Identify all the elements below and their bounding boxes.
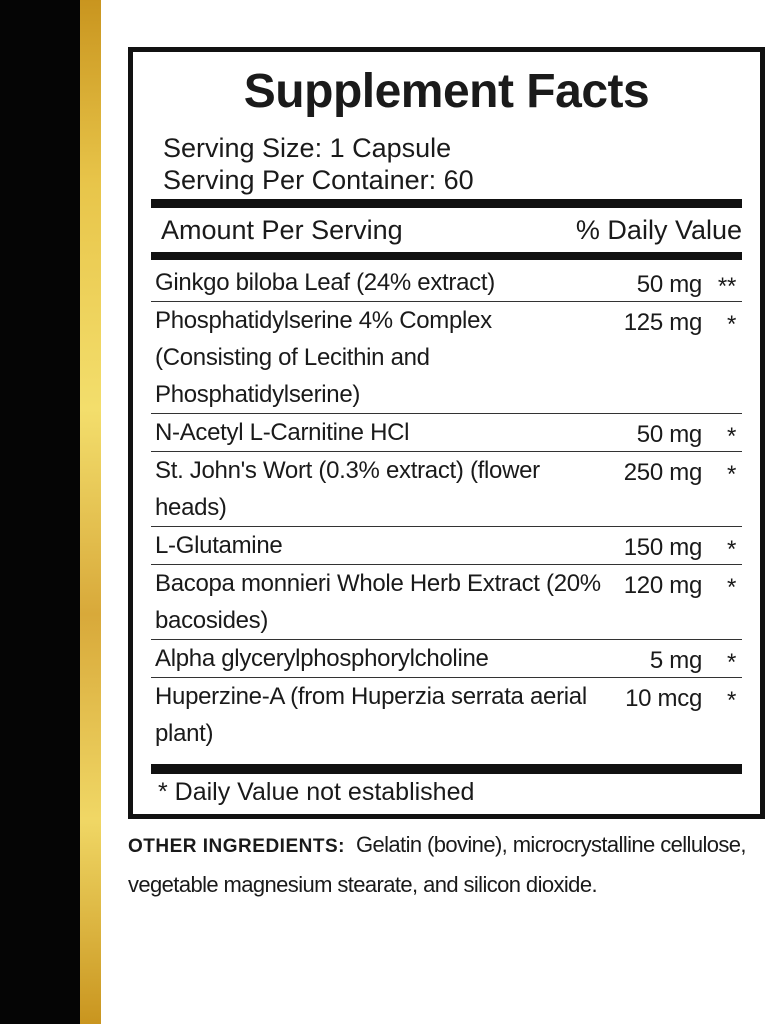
ingredient-name: Alpha glycerylphosphorylcholine (155, 645, 489, 672)
daily-value: * (726, 536, 736, 563)
ingredient-name: Bacopa monnieri Whole Herb Extract (20% … (155, 570, 601, 634)
ingredient-row: Phosphatidylserine 4% Complex (Consistin… (151, 302, 742, 414)
daily-value: * (726, 311, 736, 338)
ingredient-amount: 50 mg (636, 421, 703, 448)
left-black-stripe (0, 0, 80, 1024)
ingredient-row: Ginkgo biloba Leaf (24% extract) 50 mg ** (151, 264, 742, 302)
thick-divider (151, 252, 742, 260)
daily-value: * (726, 574, 736, 601)
ingredient-name: Ginkgo biloba Leaf (24% extract) (155, 269, 495, 296)
ingredient-name: L-Glutamine (155, 532, 283, 559)
ingredient-amount: 250 mg (623, 459, 703, 486)
ingredient-name: Phosphatidylserine 4% Complex (Consistin… (155, 307, 492, 408)
thick-divider (151, 199, 742, 208)
ingredient-amount: 10 mcg (625, 685, 702, 712)
footnote: * Daily Value not established (158, 778, 475, 806)
ingredient-name: St. John's Wort (0.3% extract) (flower h… (155, 457, 540, 521)
daily-value: * (726, 423, 736, 450)
left-gold-stripe (80, 0, 101, 1024)
ingredient-amount: 5 mg (649, 647, 702, 674)
ingredient-row: St. John's Wort (0.3% extract) (flower h… (151, 452, 742, 527)
ingredient-row: L-Glutamine 150 mg * (151, 527, 742, 565)
thick-divider (151, 764, 742, 774)
servings-per-container: Serving Per Container: 60 (163, 165, 474, 195)
ingredient-row: Alpha glycerylphosphorylcholine 5 mg * (151, 640, 742, 678)
amount-header: Amount Per Serving (161, 215, 403, 245)
ingredient-amount: 150 mg (623, 534, 703, 561)
ingredient-amount: 120 mg (623, 572, 703, 599)
panel-title: Supplement Facts (243, 65, 650, 118)
daily-value: * (726, 649, 736, 676)
other-ingredients: OTHER INGREDIENTS: Gelatin (bovine), mic… (128, 826, 773, 904)
ingredient-list: Ginkgo biloba Leaf (24% extract) 50 mg ** P… (151, 264, 742, 752)
dv-header: % Daily Value (575, 215, 742, 245)
serving-size: Serving Size: 1 Capsule (163, 133, 452, 163)
daily-value: * (726, 687, 736, 714)
ingredient-amount: 50 mg (636, 271, 703, 298)
daily-value: ** (717, 273, 736, 300)
ingredient-name: Huperzine-A (from Huperzia serrata aeria… (155, 683, 587, 747)
other-ingredients-text: Gelatin (bovine), microcrystalline cellu… (128, 832, 747, 897)
supplement-facts-panel: Supplement Facts Serving Size: 1 Capsule… (128, 47, 765, 819)
daily-value: * (726, 461, 736, 488)
other-ingredients-label: OTHER INGREDIENTS: (128, 836, 345, 857)
ingredient-row: N-Acetyl L-Carnitine HCl 50 mg * (151, 414, 742, 452)
ingredient-name: N-Acetyl L-Carnitine HCl (155, 419, 410, 446)
ingredient-row: Huperzine-A (from Huperzia serrata aeria… (151, 678, 742, 752)
ingredient-amount: 125 mg (623, 309, 703, 336)
ingredient-row: Bacopa monnieri Whole Herb Extract (20% … (151, 565, 742, 640)
